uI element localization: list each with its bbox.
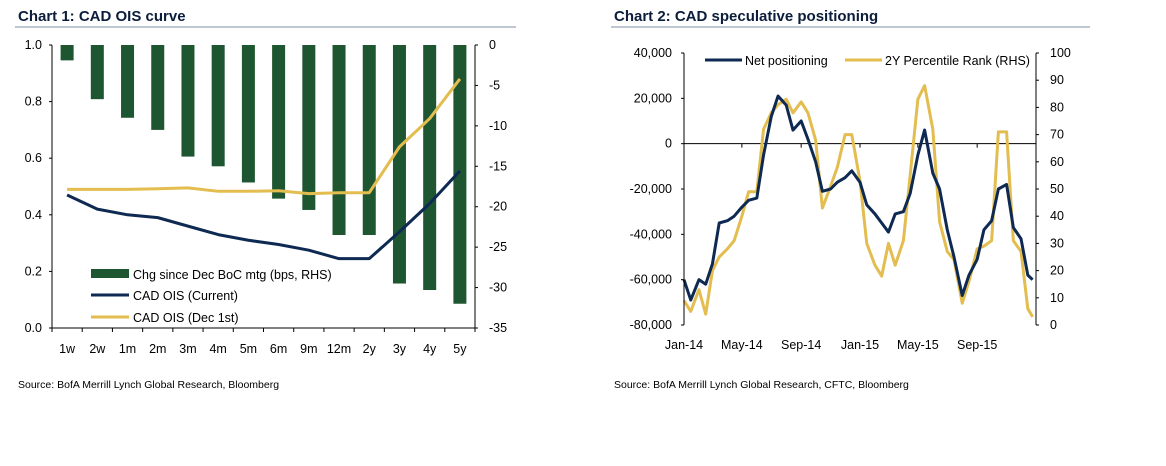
chart-1-right-tick-label: -15 xyxy=(489,159,507,173)
chart-1-right-tick-label: -30 xyxy=(489,281,507,295)
chart-1-legend-label: CAD OIS (Current) xyxy=(133,289,238,303)
chart-1-x-tick-label: 9m xyxy=(300,342,317,356)
chart-1-left-tick-label: 0.6 xyxy=(25,151,42,165)
chart-2-x-tick-label: Sep-14 xyxy=(781,338,821,352)
chart-1-plot: 0.0 0.2 0.4 0.6 0.8 1.0 -35 -30 -25 -20 -15 -10 -5 0 1… xyxy=(25,38,508,356)
chart-2-x-tick-label: May-14 xyxy=(721,338,763,352)
chart-2-right-tick-label: 70 xyxy=(1050,128,1064,142)
chart-2-plot: -80,000 -60,000 -40,000 -20,000 0 20,000 40,00… xyxy=(630,46,1071,352)
chart-1-bar xyxy=(151,45,165,130)
chart-1-right-tick-label: 0 xyxy=(489,38,496,52)
chart-1-right-tick-label: -10 xyxy=(489,119,507,133)
chart-1-x-tick-label: 2y xyxy=(363,342,377,356)
chart-1-left-tick-label: 0.0 xyxy=(25,321,42,335)
chart-1-bar xyxy=(181,45,195,157)
chart-2-left-tick-label: 20,000 xyxy=(634,91,672,105)
chart-2-left-tick-label: -80,000 xyxy=(630,318,672,332)
chart-1-bar xyxy=(332,45,346,236)
chart-1-x-tick-label: 4m xyxy=(209,342,226,356)
chart-2-x-tick-label: Sep-15 xyxy=(957,338,997,352)
chart-1-line-dec-1st xyxy=(67,78,462,196)
chart-1-bar xyxy=(60,45,74,61)
chart-2-title: Chart 2: CAD speculative positioning xyxy=(614,8,878,25)
chart-1-bar xyxy=(302,45,316,210)
chart-2-left-tick-label: 0 xyxy=(665,137,672,151)
chart-2-source: Source: BofA Merrill Lynch Global Resear… xyxy=(614,379,909,391)
chart-1-source: Source: BofA Merrill Lynch Global Resear… xyxy=(18,379,279,391)
chart-1-x-tick-label: 3m xyxy=(179,342,196,356)
chart-1-bar xyxy=(241,45,255,183)
chart-2-x-tick-label: Jan-15 xyxy=(841,338,879,352)
chart-1-left-tick-label: 0.4 xyxy=(25,208,42,222)
chart-1-bar xyxy=(453,45,467,304)
chart-1-x-tick-label: 5m xyxy=(240,342,257,356)
chart-2-right-tick-label: 60 xyxy=(1050,155,1064,169)
chart-1-legend-label: CAD OIS (Dec 1st) xyxy=(133,311,239,325)
chart-2: Chart 2: CAD speculative positioning -80… xyxy=(611,8,1090,391)
chart-2-right-tick-label: 80 xyxy=(1050,100,1064,114)
chart-1-left-tick-label: 0.2 xyxy=(25,264,42,278)
chart-2-right-tick-label: 50 xyxy=(1050,182,1064,196)
chart-2-right-tick-label: 90 xyxy=(1050,73,1064,87)
chart-2-legend-label: 2Y Percentile Rank (RHS) xyxy=(885,54,1030,68)
chart-1-bar xyxy=(423,45,437,290)
chart-1-bar xyxy=(362,45,376,236)
chart-2-x-tick-label: Jan-14 xyxy=(665,338,703,352)
chart-2-left-tick-label: -20,000 xyxy=(630,182,672,196)
chart-2-left-tick-label: -60,000 xyxy=(630,273,672,287)
chart-1-bar xyxy=(272,45,286,199)
chart-1-right-tick-label: -5 xyxy=(489,78,500,92)
chart-1-title: Chart 1: CAD OIS curve xyxy=(18,8,186,25)
chart-1-x-tick-label: 1m xyxy=(119,342,136,356)
chart-2-x-tick-label: May-15 xyxy=(897,338,939,352)
chart-2-right-tick-label: 30 xyxy=(1050,236,1064,250)
legend-swatch-bar xyxy=(91,269,129,278)
chart-1-x-tick-label: 1w xyxy=(59,342,76,356)
chart-1-x-tick-label: 4y xyxy=(423,342,437,356)
chart-2-legend-label: Net positioning xyxy=(745,54,828,68)
chart-1-x-tick-label: 12m xyxy=(327,342,351,356)
chart-2-left-tick-label: 40,000 xyxy=(634,46,672,60)
chart-1-bar xyxy=(121,45,135,118)
chart-1-left-tick-label: 1.0 xyxy=(25,38,42,52)
chart-1-bar xyxy=(211,45,225,167)
chart-1-x-tick-label: 2m xyxy=(149,342,166,356)
chart-1-bar xyxy=(392,45,406,284)
chart-1-legend-label: Chg since Dec BoC mtg (bps, RHS) xyxy=(133,268,332,282)
chart-1-x-tick-label: 5y xyxy=(453,342,467,356)
chart-1-x-tick-label: 2w xyxy=(89,342,106,356)
chart-1-bar xyxy=(90,45,104,100)
chart-1-x-tick-label: 6m xyxy=(270,342,287,356)
chart-2-line-percentile-rank xyxy=(682,84,1034,318)
chart-1-line-current xyxy=(66,169,461,261)
chart-1-x-tick-label: 3y xyxy=(393,342,407,356)
chart-1: Chart 1: CAD OIS curve 0.0 0.2 0.4 0.6 0.8 1.… xyxy=(15,8,516,391)
chart-2-line-net-positioning xyxy=(682,94,1034,302)
chart-1-right-tick-label: -20 xyxy=(489,200,507,214)
chart-2-right-tick-label: 0 xyxy=(1050,318,1057,332)
chart-1-left-tick-label: 0.8 xyxy=(25,95,42,109)
chart-2-right-tick-label: 100 xyxy=(1050,46,1071,60)
chart-2-left-tick-label: -40,000 xyxy=(630,227,672,241)
chart-1-right-tick-label: -35 xyxy=(489,321,507,335)
chart-2-right-tick-label: 10 xyxy=(1050,291,1064,305)
chart-2-right-tick-label: 40 xyxy=(1050,209,1064,223)
chart-1-right-tick-label: -25 xyxy=(489,240,507,254)
chart-2-right-tick-label: 20 xyxy=(1050,264,1064,278)
